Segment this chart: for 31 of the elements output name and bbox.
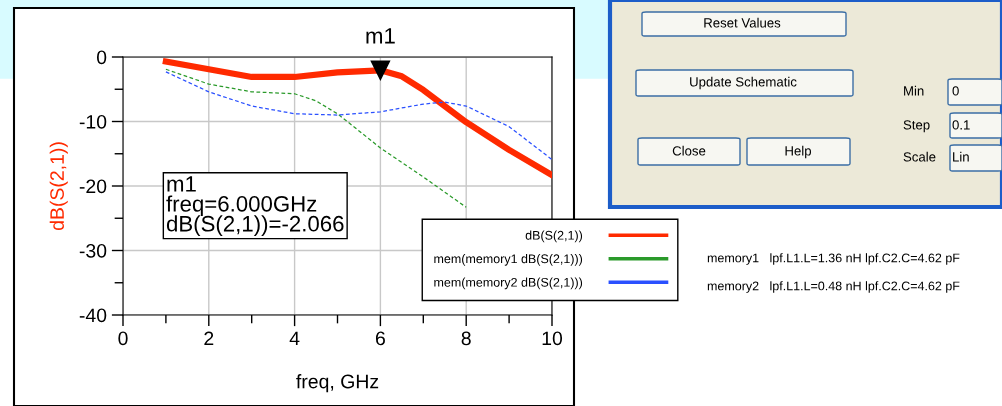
line-series [165,71,552,161]
legend-label: mem(memory1 dB(S(2,1))) [434,254,583,266]
x-tick-label: 0 [118,331,128,346]
text: 0.1 [952,120,970,130]
y-axis-title: dB(S(2,1)) [49,142,68,231]
x-tick-label: 4 [289,331,300,346]
text: Min [904,85,924,96]
text: Update Schematic [690,76,797,90]
text: memory1 lpf.L1.L=1.36 nH lpf.C2.C=4.62 pF [707,253,960,265]
x-tick-label: 2 [204,331,214,346]
text: Lin [953,151,969,162]
y-tick-label: -10 [79,114,107,129]
text: Step [903,120,930,133]
y-tick-label: -20 [79,179,107,194]
text: memory2 lpf.L1.L=0.48 nH lpf.C2.C=4.62 pF [707,281,960,293]
x-axis-title: freq, GHz [296,374,379,393]
legend-label: mem(memory2 dB(S(2,1))) [434,277,583,290]
x-tick-label: 10 [542,331,563,346]
text: Reset Values [704,17,781,28]
text: Help [785,145,812,159]
x-tick-label: 6 [375,331,385,346]
x-tick-label: 8 [461,331,471,346]
text: Close [672,145,706,156]
legend-label: dB(S(2,1)) [525,230,583,243]
y-tick-label: -40 [79,308,107,323]
text: Scale [903,151,936,162]
text: 0 [952,86,959,96]
annotation: m1 [366,28,395,44]
y-tick-label: -30 [79,243,107,258]
y-tick-label: 0 [96,50,107,65]
annotation: m1 freq=6.000GHz dB(S(2,1))=-2.066 [166,176,344,236]
